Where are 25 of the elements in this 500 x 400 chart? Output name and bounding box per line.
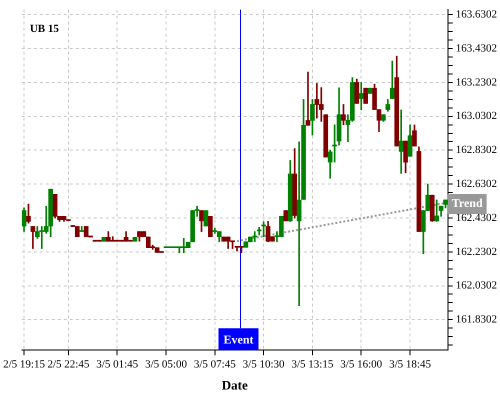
y-tick-label: 162.0302	[456, 280, 497, 292]
y-tick-label: 163.4302	[456, 42, 497, 54]
x-tick-label: 2/5 22:45	[47, 358, 90, 371]
x-tick-label: 2/5 19:15	[3, 358, 46, 371]
x-tick-label: 3/5 13:15	[291, 358, 334, 371]
series-label: Trend	[452, 196, 483, 210]
y-tick-label: 163.2302	[456, 76, 497, 88]
x-tick-label: 3/5 01:45	[96, 358, 139, 371]
x-tick-label: 3/5 10:30	[242, 358, 286, 371]
x-tick-label: 3/5 16:00	[340, 358, 383, 371]
candlestick	[230, 240, 235, 249]
y-tick-label: 162.8302	[456, 144, 497, 156]
x-tick-label: 3/5 18:45	[389, 358, 432, 371]
candlestick	[306, 72, 310, 126]
text: UB 15	[30, 22, 60, 35]
y-tick-label: 163.0302	[456, 110, 497, 122]
y-tick-label: 162.2302	[456, 246, 497, 258]
x-tick-label: 3/5 07:45	[194, 358, 236, 371]
y-tick-label: 163.6302	[456, 8, 497, 21]
y-tick-label: 162.4302	[456, 212, 497, 224]
x-axis-title: Date	[222, 378, 248, 393]
annotation: Event	[224, 332, 254, 346]
y-tick-label: 162.6302	[456, 178, 497, 190]
y-tick-label: 161.8302	[456, 314, 497, 326]
x-tick-label: 3/5 05:00	[145, 358, 188, 371]
